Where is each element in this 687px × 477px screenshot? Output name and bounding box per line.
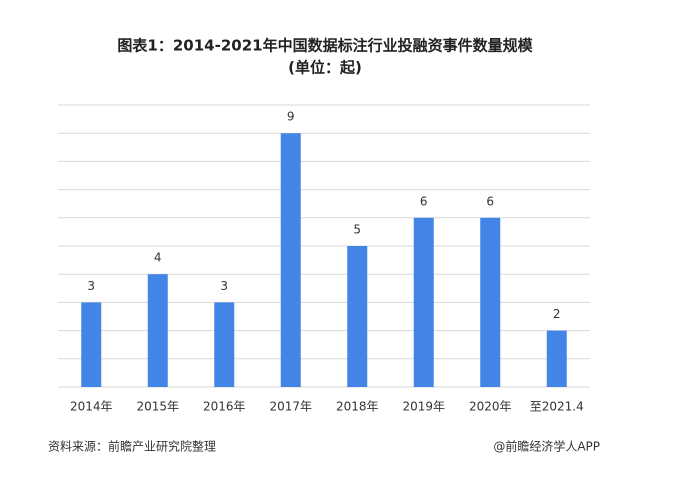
x-tick-label: 2014年 [70,400,113,414]
data-label: 3 [220,279,228,293]
credit-note: @前瞻经济学人APP [493,439,600,454]
chart-title: 图表1：2014-2021年中国数据标注行业投融资事件数量规模 [117,37,533,55]
x-tick-label: 2016年 [203,400,246,414]
bar [280,133,301,387]
x-tick-label: 2015年 [136,400,179,414]
x-tick-label: 2019年 [402,400,445,414]
data-label: 3 [87,279,95,293]
bar [147,274,168,387]
source-note: 资料来源：前瞻产业研究院整理 [48,439,216,454]
data-label: 2 [553,307,561,321]
x-tick-label: 2017年 [269,400,312,414]
data-label: 6 [486,194,494,208]
bar [214,302,235,387]
bar [413,217,434,387]
data-label: 9 [287,110,295,124]
bar [81,302,102,387]
data-label: 4 [154,251,162,265]
bar [480,217,501,387]
bar [546,330,567,387]
x-tick-label: 2020年 [469,400,512,414]
x-tick-label: 2018年 [336,400,379,414]
data-label: 5 [353,223,361,237]
bar [347,246,368,387]
data-label: 6 [420,194,428,208]
chart-subtitle: (单位：起) [288,59,362,77]
x-tick-label: 至2021.4 [530,400,584,414]
